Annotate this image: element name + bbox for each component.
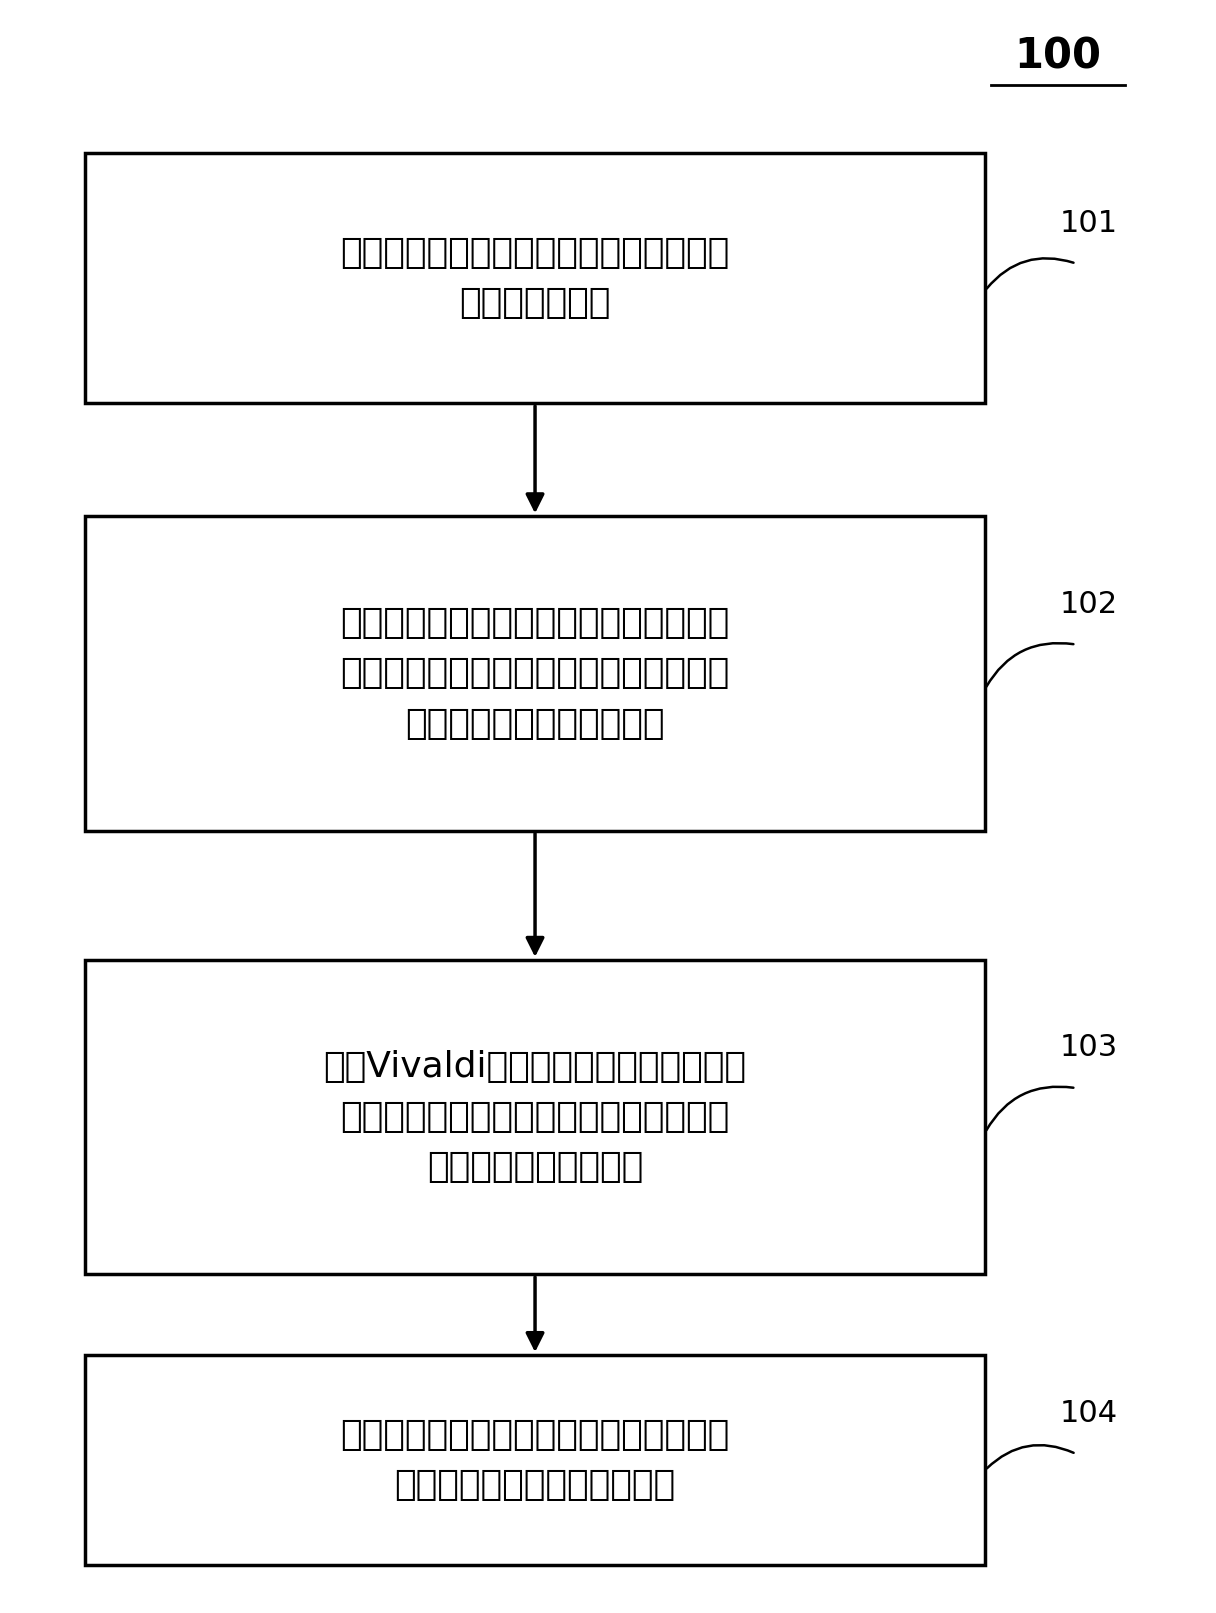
- Text: 104: 104: [1059, 1398, 1118, 1428]
- Text: 101: 101: [1059, 208, 1118, 237]
- Text: 100: 100: [1014, 35, 1102, 77]
- Text: 采用Vivaldi天线作为馈源，对优化的幅
度和相位进行二次补偿，并得到目标波形
产生器最终的参数分布: 采用Vivaldi天线作为馈源，对优化的幅 度和相位进行二次补偿，并得到目标波形…: [323, 1050, 747, 1184]
- Bar: [85, 960, 985, 1274]
- Bar: [85, 516, 985, 831]
- Bar: [85, 153, 985, 403]
- Bar: [85, 1355, 985, 1565]
- Text: 设计具有能够同时调控电磁波幅度和相位
的超构表面单元: 设计具有能够同时调控电磁波幅度和相位 的超构表面单元: [340, 235, 730, 321]
- Text: 102: 102: [1059, 590, 1118, 619]
- Text: 依据参数分布，设计出最终的目标波形产
生器，并对产生波形进行评估: 依据参数分布，设计出最终的目标波形产 生器，并对产生波形进行评估: [340, 1418, 730, 1502]
- Text: 103: 103: [1059, 1034, 1118, 1063]
- Text: 推导超构表面散射方向图计算公式，建立
优化目标的数学模型，得到平面波入射条
件下最优的幅度和相位分布: 推导超构表面散射方向图计算公式，建立 优化目标的数学模型，得到平面波入射条 件下…: [340, 606, 730, 740]
